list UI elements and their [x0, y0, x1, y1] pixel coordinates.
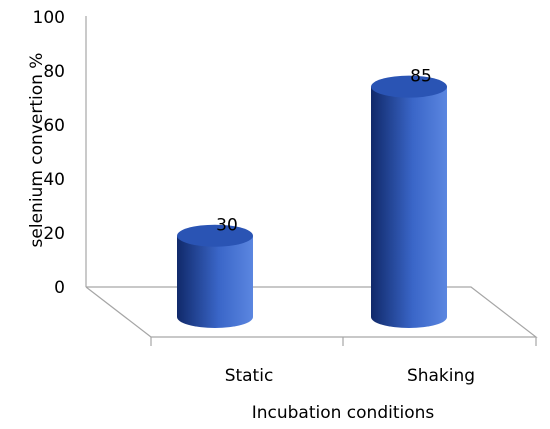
y-tick-label: 80: [43, 62, 65, 82]
x-category-labels: Static Shaking: [225, 366, 475, 386]
bar-shaking: [371, 86, 447, 329]
y-tick-labels: 0 20 40 60 80 100: [33, 8, 65, 298]
y-tick-label: 100: [33, 8, 65, 28]
data-label: 30: [216, 216, 238, 236]
x-axis-title: Incubation conditions: [252, 403, 435, 423]
plot-frame: [85, 16, 538, 346]
y-tick-label: 60: [43, 116, 65, 136]
y-tick-label: 0: [54, 278, 65, 298]
data-label: 85: [410, 67, 432, 87]
y-axis-title: selenium convertion %: [27, 53, 47, 248]
x-category-label: Static: [225, 366, 274, 386]
y-tick-label: 20: [43, 224, 65, 244]
data-labels: 30 85: [216, 67, 432, 236]
floor-outline: [85, 286, 538, 338]
x-category-label: Shaking: [407, 366, 475, 386]
y-tick-label: 40: [43, 170, 65, 190]
bar-series: [177, 75, 447, 329]
bar-static: [177, 235, 253, 328]
bar-top-shaking: [371, 75, 447, 98]
bar-top-static: [177, 224, 253, 247]
